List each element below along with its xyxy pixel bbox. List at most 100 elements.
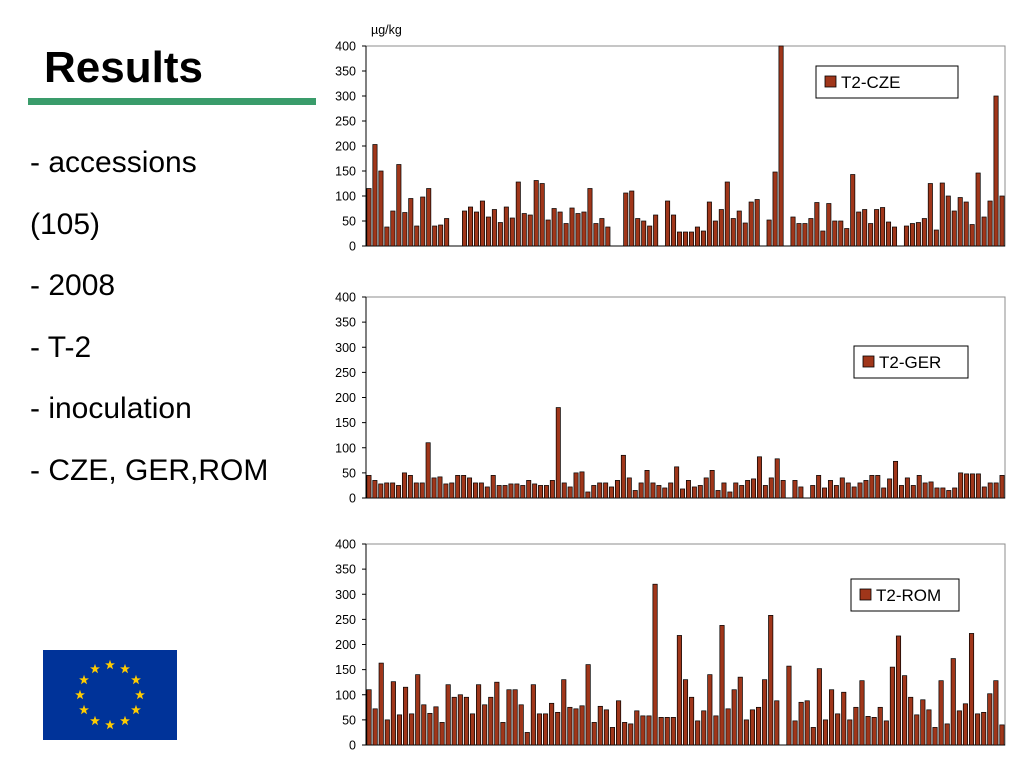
bar (981, 486, 987, 499)
bar (677, 231, 683, 247)
bar (384, 482, 390, 499)
bar (479, 200, 485, 247)
bullet-accession-count: (105) (30, 207, 101, 241)
bar (875, 475, 881, 499)
bar (603, 709, 609, 746)
bar (695, 720, 701, 746)
bar (922, 482, 928, 499)
title-underline (28, 98, 316, 105)
bar (739, 485, 745, 499)
bar (839, 477, 845, 499)
bar (993, 95, 999, 247)
bar (408, 198, 414, 247)
bar (774, 700, 780, 746)
bar (857, 482, 863, 499)
bar (569, 207, 575, 247)
bar (378, 170, 384, 247)
bar (893, 460, 899, 499)
y-tick-label: 100 (335, 688, 356, 702)
bar (946, 490, 952, 499)
bar (538, 485, 544, 499)
bar (928, 481, 934, 499)
bar (832, 220, 838, 247)
bar (503, 206, 509, 247)
bar (868, 223, 874, 247)
bar (676, 635, 682, 746)
bar (920, 699, 926, 746)
bar (509, 217, 515, 247)
bar (626, 477, 632, 499)
bar (514, 483, 520, 499)
bar (488, 696, 494, 746)
bar (871, 717, 877, 746)
bar (469, 713, 476, 746)
bar (451, 696, 457, 746)
bar (484, 486, 490, 499)
bar (433, 706, 439, 746)
bar (680, 488, 686, 499)
bar (816, 668, 822, 746)
bar (561, 482, 567, 499)
bar (808, 218, 814, 247)
bar (820, 230, 826, 247)
bar (415, 674, 421, 746)
bar (932, 727, 938, 746)
bar (707, 674, 713, 746)
bar (390, 681, 396, 746)
bar (944, 723, 950, 746)
bar (409, 713, 415, 746)
bar (904, 477, 910, 499)
y-tick-label: 50 (342, 466, 356, 480)
bar (908, 696, 914, 746)
bar (390, 482, 396, 499)
bar (727, 491, 733, 499)
y-tick-label: 300 (335, 588, 356, 602)
bar (938, 680, 944, 746)
bar (751, 478, 757, 499)
legend-label: T2-CZE (841, 73, 901, 92)
bar (482, 704, 488, 746)
bar (804, 700, 810, 746)
bar (555, 407, 561, 499)
y-tick-label: 350 (335, 316, 356, 330)
bar (715, 490, 721, 499)
bar (700, 230, 706, 247)
bar (478, 482, 484, 499)
flag-star (105, 659, 115, 670)
bar (768, 477, 774, 499)
bar (731, 689, 737, 746)
bar (557, 211, 563, 247)
y-tick-label: 200 (335, 638, 356, 652)
page-title: Results (44, 43, 203, 92)
bar (844, 228, 850, 247)
flag-star (79, 674, 89, 685)
bar (620, 454, 626, 499)
bar (958, 472, 964, 499)
bar (768, 615, 774, 746)
bar (549, 702, 555, 746)
bar (512, 689, 518, 746)
bar (755, 706, 762, 746)
bar (999, 724, 1005, 746)
bar (609, 727, 616, 746)
bar (786, 665, 792, 746)
bar (987, 482, 993, 499)
chart-2: 0 50 100 150 200 250 300 350 400 T2-ROM (335, 538, 1006, 753)
bar (396, 164, 402, 247)
bar (614, 480, 620, 499)
bar (869, 475, 875, 499)
y-tick-label: 0 (349, 739, 356, 753)
bar (933, 229, 939, 247)
bar (898, 485, 904, 499)
flag-star (90, 663, 100, 674)
bar (724, 181, 730, 247)
legend-swatch (862, 355, 875, 368)
bar (968, 633, 975, 746)
bar (969, 224, 975, 247)
bar (822, 719, 829, 746)
bar (877, 706, 883, 746)
bar (496, 485, 502, 499)
bar (647, 225, 653, 247)
bar (999, 195, 1005, 247)
bullet-inoculation: - inoculation (30, 392, 192, 425)
